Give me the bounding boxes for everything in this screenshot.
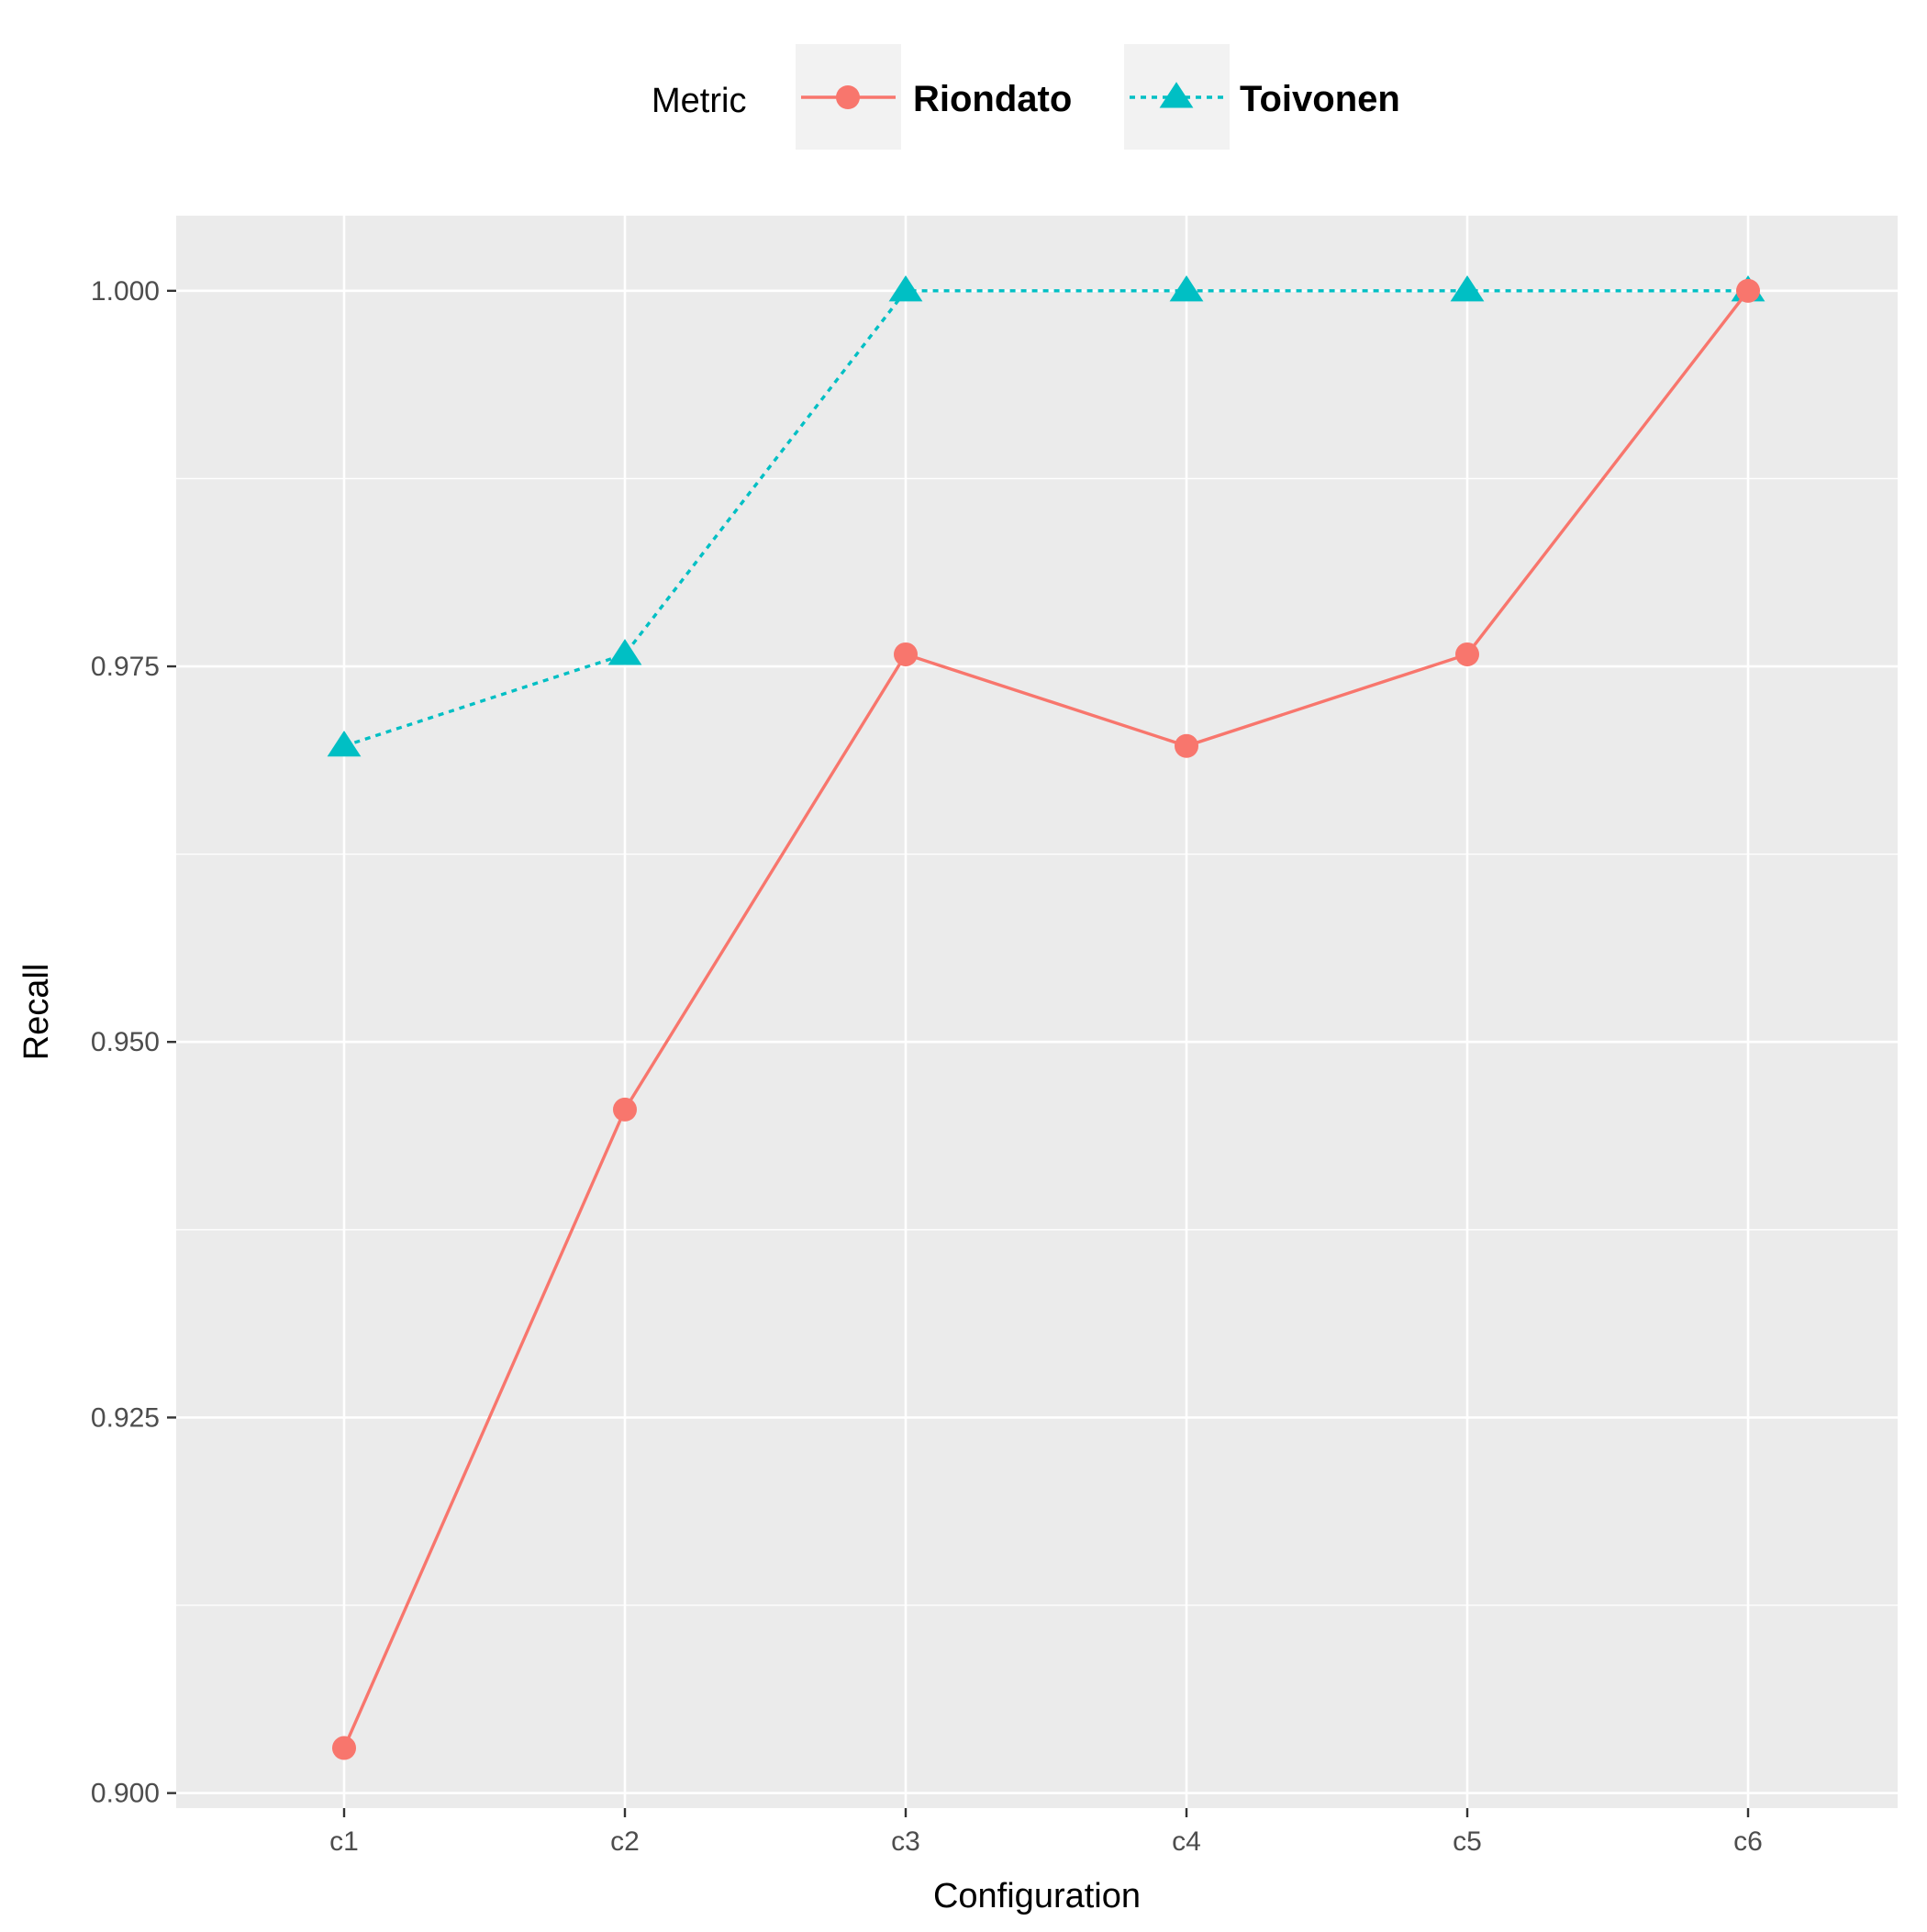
series-riondato [332, 278, 1760, 1760]
legend-item-riondato: Riondato [796, 44, 1072, 150]
data-point-riondato [1175, 733, 1198, 758]
data-point-toivonen [1450, 275, 1485, 302]
series-line-toivonen [343, 289, 1748, 748]
legend-label-toivonen: Toivonen [1240, 79, 1400, 119]
axes: 0.900 0.925 0.950 0.975 1.000 c1 c2 c3 c4 c5 c6 [91, 276, 1763, 1857]
series-line-riondato [342, 289, 1750, 1749]
y-axis-title: Recall [17, 964, 56, 1061]
data-point-riondato [1736, 278, 1760, 303]
x-tick-label: c2 [610, 1826, 640, 1857]
data-point-riondato [894, 642, 918, 666]
legend-label-riondato: Riondato [913, 79, 1072, 119]
legend-title: Metric [652, 82, 746, 120]
data-point-riondato [1455, 642, 1479, 666]
y-tick-label: 0.900 [91, 1779, 160, 1809]
data-point-riondato [613, 1097, 637, 1122]
x-axis-title: Configuration [933, 1877, 1141, 1915]
data-point-riondato [332, 1736, 356, 1760]
y-tick-label: 0.950 [91, 1027, 160, 1057]
x-tick-label: c4 [1172, 1826, 1201, 1857]
legend-key-marker [1159, 82, 1194, 108]
legend-key-marker [836, 85, 860, 109]
x-tick-label: c6 [1733, 1826, 1763, 1857]
data-point-toivonen [327, 730, 362, 757]
x-tick-label: c5 [1453, 1826, 1482, 1857]
legend: Riondato Toivonen [796, 44, 1400, 150]
y-tick-label: 0.925 [91, 1402, 160, 1433]
grid-lines [176, 216, 1898, 1808]
plot-panel [176, 216, 1898, 1808]
x-tick-label: c1 [329, 1826, 359, 1857]
data-point-toivonen [888, 275, 923, 302]
data-point-toivonen [1169, 275, 1204, 302]
series-layer [327, 275, 1765, 1760]
y-tick-label: 1.000 [91, 276, 160, 307]
y-tick-label: 0.975 [91, 652, 160, 682]
legend-item-toivonen: Toivonen [1124, 44, 1400, 150]
data-point-toivonen [607, 639, 642, 665]
x-tick-label: c3 [891, 1826, 920, 1857]
